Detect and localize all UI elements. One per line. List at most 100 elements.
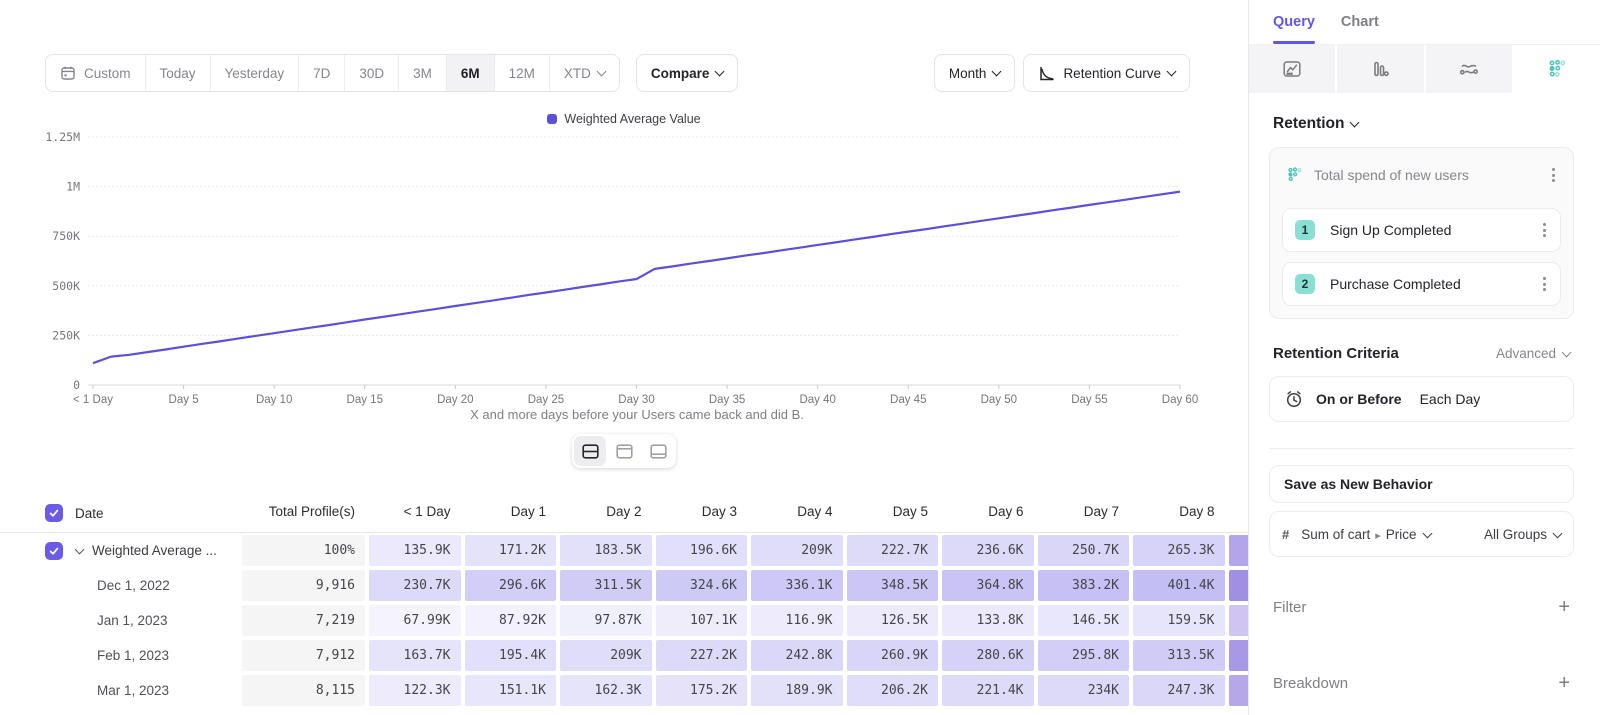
retention-value-cell[interactable]: 116.9K bbox=[751, 605, 843, 636]
retention-value-cell[interactable]: 126.5K bbox=[847, 605, 939, 636]
range-30d[interactable]: 30D bbox=[344, 55, 398, 91]
column-header: Day 7 bbox=[1036, 494, 1132, 532]
range-6m[interactable]: 6M bbox=[446, 55, 494, 91]
retention-value-cell[interactable]: 135.9K bbox=[369, 535, 461, 566]
retention-value-cell[interactable]: 260.9K bbox=[847, 640, 939, 671]
chart-type-dropdown[interactable]: Retention Curve bbox=[1023, 54, 1190, 92]
add-filter-button[interactable]: + bbox=[1558, 597, 1570, 617]
query-sidebar: Query Chart Retention Total spend of new… bbox=[1248, 0, 1600, 715]
range-xtd[interactable]: XTD bbox=[549, 55, 619, 91]
split-view-toggle[interactable] bbox=[574, 436, 606, 466]
retention-value-cell[interactable]: 162.3K bbox=[560, 675, 652, 706]
retention-value-cell[interactable]: 209K bbox=[560, 640, 652, 671]
range-custom[interactable]: Custom bbox=[46, 55, 145, 91]
retention-value-cell[interactable]: 183.5K bbox=[560, 535, 652, 566]
tab-query[interactable]: Query bbox=[1273, 0, 1315, 44]
retention-icon[interactable] bbox=[1514, 45, 1600, 93]
retention-value-cell-partial[interactable] bbox=[1229, 640, 1249, 671]
retention-value-cell[interactable]: 247.3K bbox=[1133, 675, 1225, 706]
retention-value-cell[interactable]: 209K bbox=[751, 535, 843, 566]
svg-text:Day 40: Day 40 bbox=[799, 394, 835, 406]
retention-value-cell[interactable]: 146.5K bbox=[1038, 605, 1130, 636]
filter-row: Filter + bbox=[1273, 597, 1570, 617]
report-type-switcher bbox=[1249, 45, 1600, 93]
retention-value-cell[interactable]: 163.7K bbox=[369, 640, 461, 671]
retention-value-cell[interactable]: 230.7K bbox=[369, 570, 461, 601]
step-event-label: Sign Up Completed bbox=[1330, 222, 1539, 238]
retention-value-cell[interactable]: 122.3K bbox=[369, 675, 461, 706]
retention-value-cell[interactable]: 87.92K bbox=[465, 605, 557, 636]
retention-value-cell-partial[interactable] bbox=[1229, 535, 1249, 566]
range-label: 6M bbox=[461, 66, 480, 81]
retention-value-cell[interactable]: 133.8K bbox=[942, 605, 1034, 636]
retention-value-cell[interactable]: 348.5K bbox=[847, 570, 939, 601]
retention-value-cell[interactable]: 383.2K bbox=[1038, 570, 1130, 601]
retention-value-cell[interactable]: 364.8K bbox=[942, 570, 1034, 601]
chart-view-toggle[interactable] bbox=[608, 436, 640, 466]
svg-text:Day 30: Day 30 bbox=[618, 394, 654, 406]
retention-value-cell[interactable]: 206.2K bbox=[847, 675, 939, 706]
retention-value-cell[interactable]: 265.3K bbox=[1133, 535, 1225, 566]
granularity-dropdown[interactable]: Month bbox=[934, 54, 1016, 92]
compare-button[interactable]: Compare bbox=[636, 54, 739, 92]
range-today[interactable]: Today bbox=[145, 55, 210, 91]
range-12m[interactable]: 12M bbox=[494, 55, 549, 91]
row-checkbox[interactable] bbox=[45, 542, 63, 560]
measure-property-dropdown[interactable]: Sum of cart▸Price bbox=[1301, 527, 1430, 542]
behavior-step[interactable]: 2Purchase Completed bbox=[1282, 262, 1561, 306]
tab-chart[interactable]: Chart bbox=[1341, 0, 1379, 44]
retention-value-cell[interactable]: 175.2K bbox=[656, 675, 748, 706]
save-as-new-behavior-button[interactable]: Save as New Behavior bbox=[1269, 465, 1574, 503]
behavior-menu-button[interactable] bbox=[1548, 164, 1559, 186]
select-all-checkbox[interactable] bbox=[45, 504, 63, 522]
range-label: Today bbox=[160, 66, 196, 81]
table-view-toggle[interactable] bbox=[642, 436, 674, 466]
retention-value-cell[interactable]: 401.4K bbox=[1133, 570, 1225, 601]
retention-value-cell[interactable]: 222.7K bbox=[847, 535, 939, 566]
expand-chevron-icon[interactable] bbox=[76, 543, 83, 558]
criteria-timing-selector[interactable]: On or Before Each Day bbox=[1269, 376, 1574, 422]
add-breakdown-button[interactable]: + bbox=[1558, 673, 1570, 693]
retention-value-cell-partial[interactable] bbox=[1229, 570, 1249, 601]
retention-value-cell[interactable]: 311.5K bbox=[560, 570, 652, 601]
retention-value-cell[interactable]: 171.2K bbox=[465, 535, 557, 566]
retention-value-cell[interactable]: 159.5K bbox=[1133, 605, 1225, 636]
range-7d[interactable]: 7D bbox=[298, 55, 344, 91]
retention-value-cell[interactable]: 242.8K bbox=[751, 640, 843, 671]
step-menu-button[interactable] bbox=[1539, 273, 1550, 295]
retention-value-cell[interactable]: 67.99K bbox=[369, 605, 461, 636]
retention-value-cell[interactable]: 107.1K bbox=[656, 605, 748, 636]
retention-value-cell[interactable]: 296.6K bbox=[465, 570, 557, 601]
retention-value-cell[interactable]: 234K bbox=[1038, 675, 1130, 706]
retention-line-chart[interactable]: 0250K500K750K1M1.25M< 1 DayDay 5Day 10Da… bbox=[0, 110, 1248, 406]
svg-text:Day 50: Day 50 bbox=[981, 394, 1017, 406]
retention-value-cell[interactable]: 221.4K bbox=[942, 675, 1034, 706]
retention-value-cell[interactable]: 336.1K bbox=[751, 570, 843, 601]
retention-value-cell[interactable]: 189.9K bbox=[751, 675, 843, 706]
criteria-mode-dropdown[interactable]: Advanced bbox=[1496, 346, 1570, 361]
report-section-dropdown[interactable]: Retention bbox=[1273, 115, 1574, 133]
flows-icon[interactable] bbox=[1426, 45, 1512, 93]
retention-value-cell[interactable]: 196.6K bbox=[656, 535, 748, 566]
retention-value-cell[interactable]: 97.87K bbox=[560, 605, 652, 636]
range-yesterday[interactable]: Yesterday bbox=[210, 55, 299, 91]
range-3m[interactable]: 3M bbox=[398, 55, 446, 91]
retention-value-cell[interactable]: 295.8K bbox=[1038, 640, 1130, 671]
retention-value-cell[interactable]: 195.4K bbox=[465, 640, 557, 671]
retention-value-cell[interactable]: 313.5K bbox=[1133, 640, 1225, 671]
retention-value-cell[interactable]: 151.1K bbox=[465, 675, 557, 706]
retention-value-cell[interactable]: 324.6K bbox=[656, 570, 748, 601]
step-menu-button[interactable] bbox=[1539, 219, 1550, 241]
funnels-icon[interactable] bbox=[1337, 45, 1423, 93]
retention-value-cell[interactable]: 227.2K bbox=[656, 640, 748, 671]
insights-icon[interactable] bbox=[1249, 45, 1335, 93]
behavior-step[interactable]: 1Sign Up Completed bbox=[1282, 208, 1561, 252]
groups-dropdown[interactable]: All Groups bbox=[1484, 527, 1561, 542]
retention-value-cell-partial[interactable] bbox=[1229, 675, 1249, 706]
retention-value-cell[interactable]: 236.6K bbox=[942, 535, 1034, 566]
retention-value-cell-partial[interactable] bbox=[1229, 605, 1249, 636]
svg-text:< 1 Day: < 1 Day bbox=[73, 394, 113, 406]
measure-subproperty-label: Price bbox=[1386, 527, 1417, 542]
retention-value-cell[interactable]: 280.6K bbox=[942, 640, 1034, 671]
retention-value-cell[interactable]: 250.7K bbox=[1038, 535, 1130, 566]
